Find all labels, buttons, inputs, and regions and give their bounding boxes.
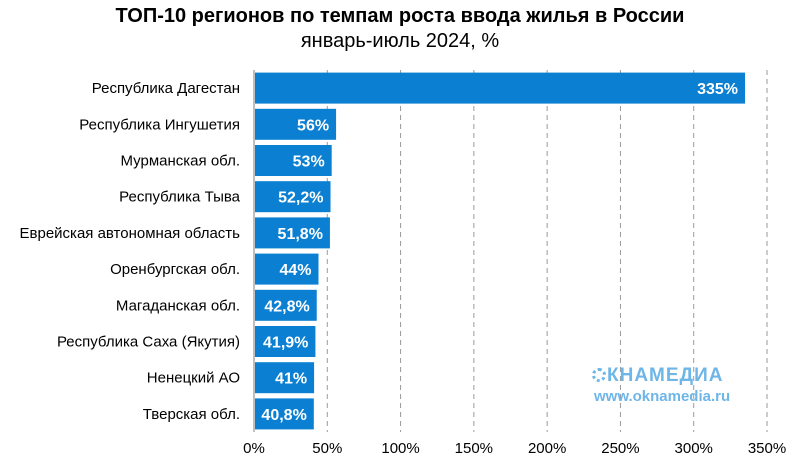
chart-title: ТОП-10 регионов по темпам роста ввода жи… bbox=[115, 5, 685, 27]
bar bbox=[255, 72, 746, 104]
x-tick-label: 200% bbox=[528, 440, 566, 457]
chart-subtitle: январь-июль 2024, % bbox=[300, 30, 500, 52]
x-tick-label: 100% bbox=[381, 440, 419, 457]
data-label: 41% bbox=[275, 371, 307, 388]
category-label: Республика Ингушетия bbox=[79, 116, 240, 133]
category-label: Республика Саха (Якутия) bbox=[57, 334, 240, 351]
data-label: 42,8% bbox=[264, 298, 309, 315]
watermark-logo-text: КНАМЕДИА bbox=[607, 365, 724, 386]
category-label: Тверская обл. bbox=[143, 406, 240, 423]
bar bbox=[255, 253, 319, 285]
data-label: 335% bbox=[697, 81, 738, 98]
x-tick-label: 50% bbox=[312, 440, 342, 457]
data-label: 56% bbox=[297, 117, 329, 134]
bar bbox=[255, 326, 316, 357]
data-label: 52,2% bbox=[278, 190, 323, 207]
bar bbox=[255, 108, 337, 140]
bar bbox=[255, 289, 317, 321]
data-label: 40,8% bbox=[261, 407, 306, 424]
data-label: 44% bbox=[279, 262, 311, 279]
data-label: 41,9% bbox=[263, 335, 308, 352]
data-label: 53% bbox=[293, 154, 325, 171]
category-label: Республика Дагестан bbox=[92, 80, 240, 97]
sun-icon bbox=[592, 368, 606, 382]
category-label: Оренбургская обл. bbox=[110, 261, 240, 278]
bar bbox=[255, 181, 331, 213]
category-label: Мурманская обл. bbox=[121, 153, 240, 170]
category-label: Еврейская автономная область bbox=[20, 225, 241, 242]
category-label: Республика Тыва bbox=[119, 189, 241, 206]
category-label: Магаданская обл. bbox=[116, 297, 240, 314]
x-tick-label: 350% bbox=[748, 440, 786, 457]
bar bbox=[255, 145, 332, 176]
data-label: 51,8% bbox=[278, 226, 323, 243]
watermark: КНАМЕДИА www.oknamedia.ru bbox=[592, 365, 762, 407]
bar bbox=[255, 398, 314, 430]
watermark-logo: КНАМЕДИА bbox=[592, 365, 762, 387]
x-tick-label: 150% bbox=[455, 440, 493, 457]
bar bbox=[255, 362, 315, 394]
bar bbox=[255, 217, 330, 249]
category-label: Ненецкий АО bbox=[147, 370, 240, 387]
x-tick-label: 300% bbox=[675, 440, 713, 457]
watermark-url: www.oknamedia.ru bbox=[594, 388, 731, 405]
x-tick-label: 250% bbox=[601, 440, 639, 457]
x-tick-label: 0% bbox=[243, 440, 265, 457]
